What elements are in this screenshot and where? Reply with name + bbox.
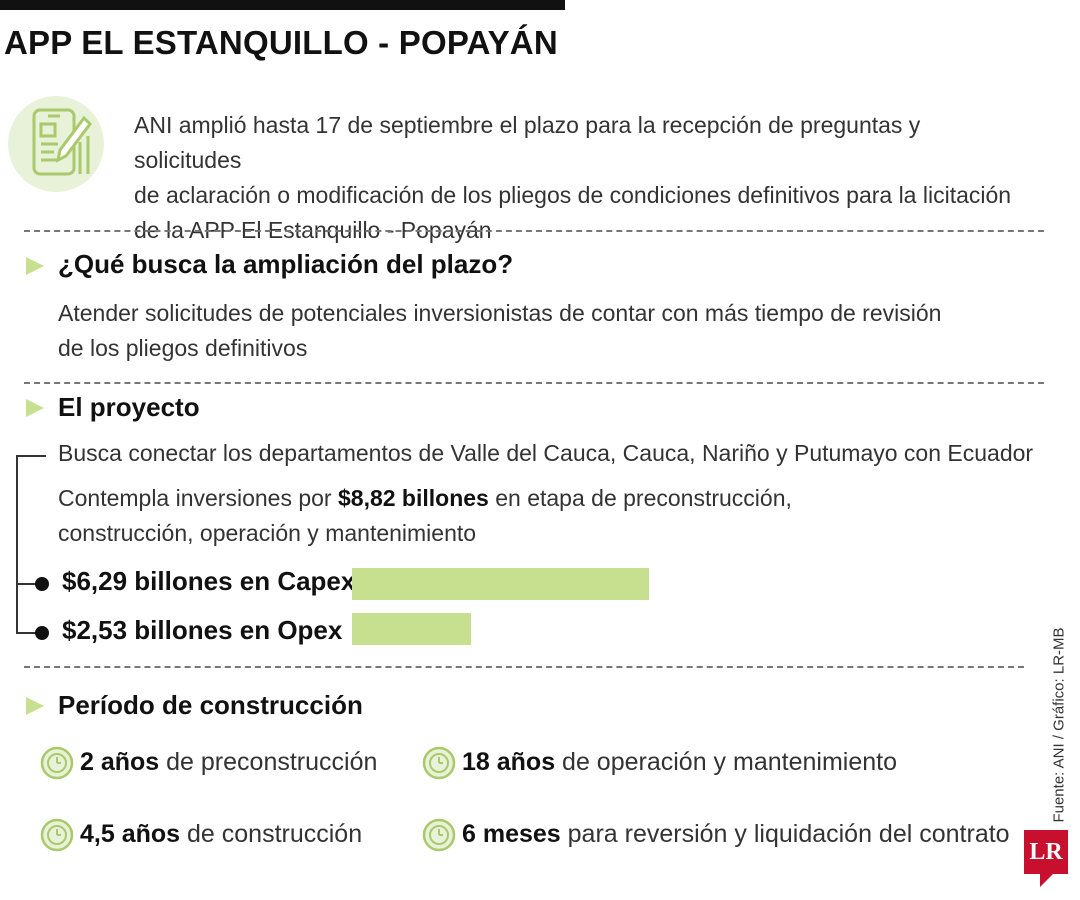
text-line: Atender solicitudes de potenciales inver… xyxy=(58,300,942,326)
bullet-dot xyxy=(35,577,49,591)
section-heading: ¿Qué busca la ampliación del plazo? xyxy=(58,249,514,279)
timer-icon xyxy=(40,746,74,780)
investment-total: $8,82 billones xyxy=(337,485,489,511)
source-text: Fuente: ANI / Gráfico: LR-MB xyxy=(1050,627,1068,823)
period-value: 18 años xyxy=(462,748,556,776)
period-text: de construcción xyxy=(180,820,363,848)
bullet-arrow-icon xyxy=(26,257,44,275)
bullet-dot xyxy=(35,626,49,640)
bracket-line xyxy=(16,455,18,633)
document-pen-icon xyxy=(8,96,104,192)
intro-line: de aclaración o modificación de los plie… xyxy=(134,182,1012,208)
section-heading: El proyecto xyxy=(58,392,200,422)
top-rule xyxy=(0,0,565,10)
text-part: en etapa de preconstrucción, xyxy=(488,485,792,511)
period-item: 18 años de operación y mantenimiento xyxy=(462,748,897,777)
divider xyxy=(24,666,1024,668)
divider xyxy=(24,382,1044,384)
opex-bar xyxy=(352,613,471,645)
bracket-tick xyxy=(16,632,38,634)
lr-logo: LR xyxy=(1024,830,1068,874)
period-item: 4,5 años de construcción xyxy=(80,820,362,849)
period-value: 6 meses xyxy=(462,820,561,848)
text-line: Contempla inversiones por $8,82 billones… xyxy=(58,481,792,516)
source-credit: Fuente: ANI / Gráfico: LR-MB xyxy=(1048,620,1070,830)
text-line: de los pliegos definitivos xyxy=(58,335,308,361)
period-text: de operación y mantenimiento xyxy=(555,748,897,776)
divider xyxy=(24,230,1044,232)
timer-icon xyxy=(40,818,74,852)
period-text: de preconstrucción xyxy=(159,748,378,776)
bracket-tick xyxy=(16,583,38,585)
project-line: Busca conectar los departamentos de Vall… xyxy=(58,440,1034,466)
text-part: Contempla inversiones por xyxy=(58,485,338,511)
intro-line: ANI amplió hasta 17 de septiembre el pla… xyxy=(134,112,921,173)
bullet-arrow-icon xyxy=(26,697,44,715)
project-investment: Contempla inversiones por $8,82 billones… xyxy=(58,481,792,551)
section-heading: Período de construcción xyxy=(58,690,363,720)
intro-text: ANI amplió hasta 17 de septiembre el pla… xyxy=(134,108,1034,248)
period-value: 2 años xyxy=(80,748,160,776)
timer-icon xyxy=(422,818,456,852)
capex-label: $6,29 billones en Capex xyxy=(62,566,356,596)
capex-bar xyxy=(352,568,649,600)
period-value: 4,5 años xyxy=(80,820,181,848)
period-item: 2 años de preconstrucción xyxy=(80,748,377,777)
period-text: para reversión y liquidación del contrat… xyxy=(560,820,1010,848)
logo-tail xyxy=(1040,873,1054,887)
bullet-arrow-icon xyxy=(26,399,44,417)
text-line: construcción, operación y mantenimiento xyxy=(58,520,477,546)
page-title: APP EL ESTANQUILLO - POPAYÁN xyxy=(4,24,558,61)
bracket-line xyxy=(16,455,46,457)
timer-icon xyxy=(422,746,456,780)
period-item: 6 meses para reversión y liquidación del… xyxy=(462,820,1010,849)
section-text: Atender solicitudes de potenciales inver… xyxy=(58,296,941,366)
opex-label: $2,53 billones en Opex xyxy=(62,615,343,645)
